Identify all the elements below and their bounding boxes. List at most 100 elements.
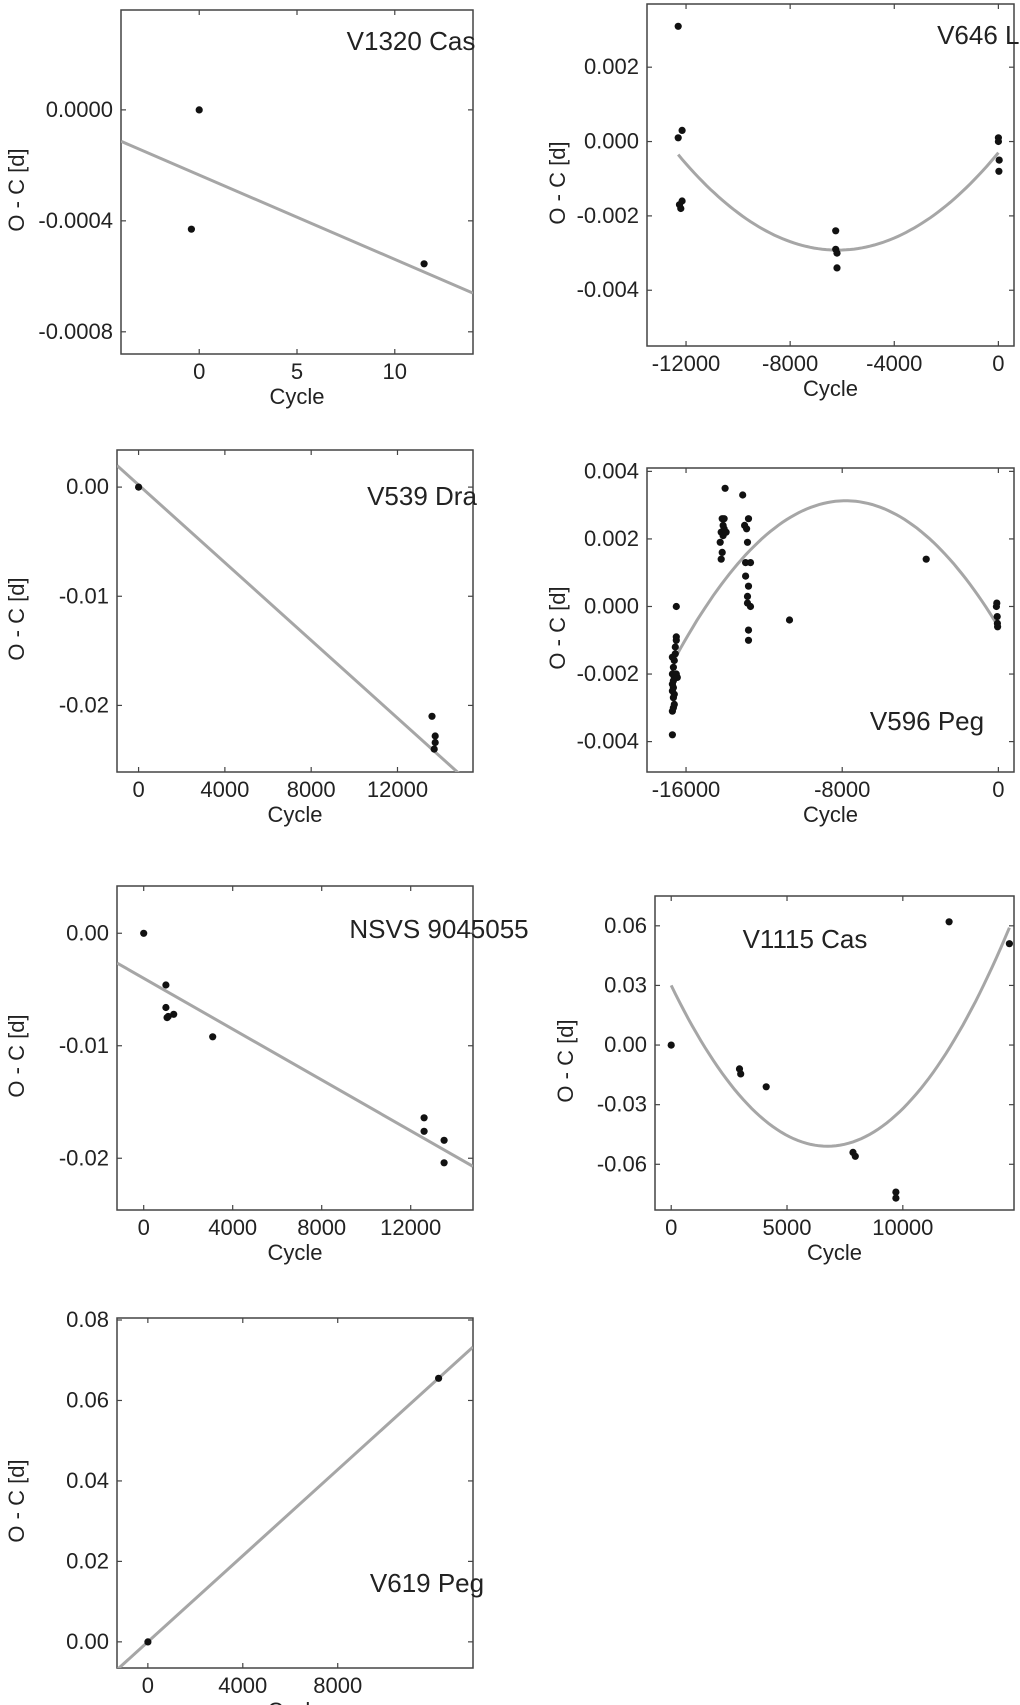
data-point bbox=[162, 1003, 170, 1012]
y-axis-label: O - C [d] bbox=[4, 577, 29, 660]
data-point bbox=[420, 260, 428, 268]
fit-curve bbox=[117, 464, 460, 772]
y-tick-label: 0.004 bbox=[584, 458, 639, 483]
x-tick-label: 10000 bbox=[872, 1215, 933, 1240]
y-axis-label: O - C [d] bbox=[4, 148, 29, 231]
x-tick-label: 4000 bbox=[208, 1215, 257, 1240]
data-point bbox=[721, 484, 729, 492]
star-name-label: V646 Lac bbox=[937, 20, 1020, 50]
fit-curve bbox=[117, 1345, 473, 1668]
data-point bbox=[170, 1010, 178, 1018]
y-tick-label: 0.03 bbox=[604, 972, 647, 997]
x-tick-label: -8000 bbox=[762, 351, 818, 376]
data-point bbox=[994, 137, 1003, 146]
data-point bbox=[743, 538, 752, 546]
data-point bbox=[431, 732, 439, 740]
data-point bbox=[993, 613, 1001, 621]
data-point bbox=[420, 1127, 428, 1135]
data-point bbox=[762, 1083, 770, 1091]
y-axis-label: O - C [d] bbox=[545, 141, 570, 224]
data-point bbox=[667, 1041, 675, 1049]
plot-frame bbox=[120, 9, 474, 355]
data-point bbox=[677, 204, 685, 213]
data-point bbox=[420, 1114, 428, 1122]
data-point bbox=[440, 1159, 448, 1167]
x-tick-label: 0 bbox=[992, 777, 1004, 802]
data-point bbox=[746, 559, 755, 567]
x-axis-label: Cycle bbox=[803, 376, 858, 401]
x-tick-label: 8000 bbox=[297, 1215, 346, 1240]
data-point bbox=[892, 1188, 900, 1196]
chart-panel: 0 5000 10000 0.06 0.03 0.00 -0.03 -0.06 Cycle O -… bbox=[553, 895, 1015, 1265]
star-name-label: V1115 Cas bbox=[743, 924, 868, 954]
data-point bbox=[833, 249, 841, 257]
y-tick-label: -0.01 bbox=[59, 583, 109, 608]
data-point bbox=[922, 555, 930, 563]
data-point bbox=[435, 1374, 443, 1382]
data-point bbox=[670, 700, 678, 709]
plot-frame bbox=[116, 449, 474, 773]
star-name-label: V596 Peg bbox=[870, 706, 984, 736]
data-point bbox=[785, 616, 794, 624]
data-point bbox=[440, 1136, 448, 1144]
plot-frame bbox=[646, 3, 1015, 347]
x-tick-label: 12000 bbox=[367, 777, 428, 802]
data-point bbox=[668, 653, 677, 661]
data-point bbox=[892, 1194, 900, 1202]
data-point bbox=[668, 731, 677, 739]
x-tick-label: 5000 bbox=[763, 1215, 812, 1240]
x-axis-label: Cycle bbox=[267, 1240, 322, 1265]
x-tick-label: -4000 bbox=[866, 351, 922, 376]
data-point bbox=[162, 981, 170, 989]
data-point bbox=[851, 1152, 859, 1160]
x-axis-label: Cycle bbox=[807, 1240, 862, 1265]
x-tick-label: -12000 bbox=[652, 351, 721, 376]
chart-panel: 0 4000 8000 12000 0.00 -0.01 -0.02 Cycle O - C [… bbox=[4, 449, 477, 827]
y-tick-label: 0.00 bbox=[66, 1629, 109, 1654]
x-tick-label: 10 bbox=[383, 359, 407, 384]
data-point bbox=[144, 1638, 152, 1646]
y-tick-label: -0.002 bbox=[577, 203, 639, 228]
y-tick-label: -0.02 bbox=[59, 692, 109, 717]
x-tick-label: 0 bbox=[193, 359, 205, 384]
data-point bbox=[674, 134, 682, 142]
fit-curve bbox=[671, 499, 1000, 665]
data-point bbox=[1005, 940, 1014, 948]
data-point bbox=[430, 745, 438, 753]
star-name-label: V539 Dra bbox=[367, 481, 477, 511]
x-tick-label: 4000 bbox=[218, 1673, 267, 1698]
data-point bbox=[673, 673, 681, 682]
data-point bbox=[164, 1012, 172, 1021]
x-tick-label: 5 bbox=[291, 359, 303, 384]
y-axis-label: O - C [d] bbox=[545, 586, 570, 669]
data-point bbox=[669, 663, 678, 671]
plot-frame bbox=[116, 1317, 474, 1669]
y-tick-label: -0.0004 bbox=[38, 208, 113, 233]
plot-frame bbox=[654, 895, 1015, 1211]
data-point bbox=[746, 602, 755, 611]
fit-curve bbox=[677, 151, 1000, 252]
y-tick-label: 0.02 bbox=[66, 1548, 109, 1573]
chart-panel: -16000 -8000 0 0.004 0.002 0.000 -0.002 -0.004 C… bbox=[545, 458, 1015, 827]
data-point bbox=[718, 548, 726, 557]
y-tick-label: 0.06 bbox=[66, 1387, 109, 1412]
data-point bbox=[135, 483, 143, 491]
x-tick-label: 0 bbox=[665, 1215, 677, 1240]
data-point bbox=[672, 633, 680, 641]
plot-frame bbox=[116, 885, 474, 1211]
data-point bbox=[744, 636, 753, 644]
data-point bbox=[428, 712, 436, 720]
x-tick-label: 0 bbox=[992, 351, 1004, 376]
y-tick-label: -0.004 bbox=[577, 277, 639, 302]
y-axis-label: O - C [d] bbox=[4, 1014, 29, 1097]
data-point bbox=[739, 491, 747, 499]
data-point bbox=[993, 599, 1001, 607]
x-tick-label: -16000 bbox=[652, 777, 721, 802]
y-tick-label: 0.00 bbox=[604, 1032, 647, 1057]
data-point bbox=[722, 528, 730, 536]
data-point bbox=[678, 197, 686, 205]
y-tick-label: -0.03 bbox=[597, 1092, 647, 1117]
x-tick-label: 0 bbox=[142, 1673, 154, 1698]
data-point bbox=[743, 525, 751, 533]
